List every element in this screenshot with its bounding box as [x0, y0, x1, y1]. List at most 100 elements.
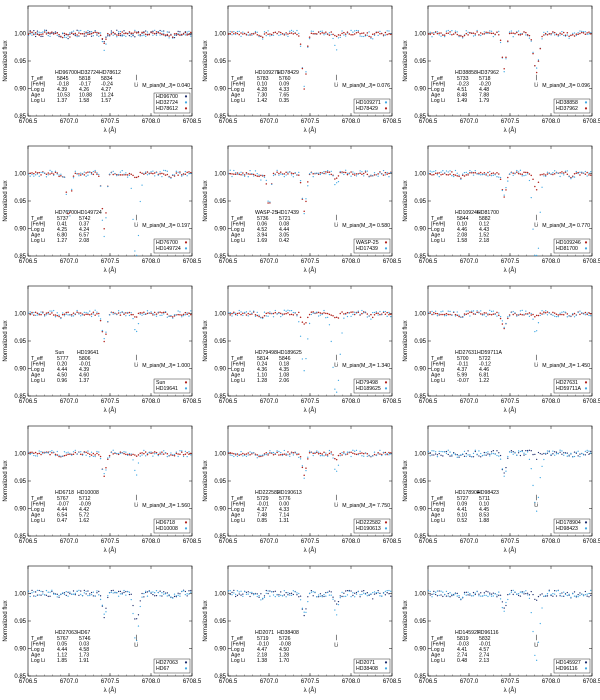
data-point [67, 311, 69, 313]
table-cell: 4.33 [279, 87, 289, 93]
data-point [554, 454, 556, 456]
data-point [336, 391, 338, 393]
data-point [566, 32, 569, 34]
data-point [517, 171, 520, 173]
data-point [564, 34, 567, 36]
data-point [83, 314, 86, 316]
table-cell: 1.79 [479, 98, 489, 104]
x-tick-label: 6707.5 [501, 259, 520, 265]
data-point [559, 171, 561, 174]
data-point [258, 174, 260, 176]
data-point [285, 591, 287, 594]
data-point [343, 592, 345, 594]
li-label: Li [134, 222, 138, 228]
data-point [564, 311, 567, 313]
x-axis-label: λ (Å) [504, 267, 517, 274]
data-point [63, 32, 66, 35]
data-point [577, 594, 579, 596]
data-point [90, 172, 93, 174]
data-point [141, 172, 143, 174]
data-point [238, 312, 240, 314]
data-point [537, 59, 540, 61]
table-row-label: Log g [231, 507, 244, 513]
data-point [335, 35, 338, 38]
data-point [117, 595, 120, 597]
data-point [447, 174, 449, 176]
data-point [490, 451, 493, 453]
y-tick-label: 0.85 [14, 674, 26, 680]
data-point [280, 315, 282, 318]
data-point [323, 593, 325, 596]
data-point [507, 316, 509, 318]
data-point [359, 170, 361, 172]
data-point [429, 594, 431, 596]
data-point [480, 456, 482, 458]
table-cell: 0.35 [279, 98, 289, 104]
table-cell: 7.14 [279, 513, 289, 519]
y-tick-label: 0.90 [14, 367, 26, 373]
data-point [575, 33, 578, 35]
data-point [242, 312, 244, 315]
data-point [76, 453, 78, 455]
table-star-name: Sun [55, 350, 64, 356]
data-point [65, 33, 68, 35]
data-point [325, 595, 327, 597]
data-point [483, 592, 485, 594]
data-point [107, 457, 109, 459]
data-point [42, 171, 44, 174]
data-point [516, 171, 518, 173]
data-point [110, 451, 113, 454]
data-point [67, 595, 69, 597]
data-point [179, 453, 181, 455]
legend-box [553, 238, 591, 254]
data-point [298, 453, 300, 455]
legend-entry: HD78429 [356, 106, 378, 112]
data-point [43, 313, 46, 316]
data-point [123, 30, 125, 32]
data-point [474, 449, 476, 451]
data-point [60, 455, 62, 457]
data-point [135, 316, 138, 318]
data-point [292, 593, 294, 596]
data-point [170, 314, 172, 317]
data-point [539, 594, 541, 596]
data-point [312, 591, 314, 593]
data-point [236, 32, 239, 35]
data-point [465, 452, 467, 455]
data-point [126, 176, 129, 178]
data-point [44, 29, 46, 32]
data-point [146, 595, 149, 597]
data-point [71, 188, 73, 191]
data-point [350, 175, 352, 177]
data-point [343, 313, 345, 315]
table-row-label: Log g [431, 507, 444, 513]
data-point [373, 34, 376, 36]
data-point [577, 596, 579, 598]
data-point [49, 453, 51, 456]
data-point [116, 36, 118, 38]
data-point [163, 32, 165, 35]
data-point [444, 315, 446, 317]
data-point [579, 313, 581, 316]
data-point [451, 593, 453, 596]
y-tick-label: 1.00 [414, 312, 426, 318]
data-point [119, 171, 122, 173]
chart-panel-2: 6706.5 6707.0 6707.5 6708.0 6708.5 0.85 0.90 0.… [200, 0, 402, 140]
data-point [101, 604, 104, 606]
data-point [236, 590, 239, 592]
data-point [146, 34, 149, 36]
data-point [96, 172, 98, 174]
data-point [371, 33, 374, 35]
data-point [479, 171, 482, 174]
data-point [346, 173, 349, 176]
data-point [186, 34, 188, 36]
data-point [505, 601, 507, 604]
data-point [242, 33, 244, 35]
data-point [301, 358, 304, 360]
data-point [70, 190, 73, 192]
data-point [453, 311, 455, 313]
data-point [78, 175, 80, 177]
y-tick-label: 1.00 [214, 452, 226, 458]
data-point [87, 450, 89, 452]
data-point [87, 174, 89, 176]
